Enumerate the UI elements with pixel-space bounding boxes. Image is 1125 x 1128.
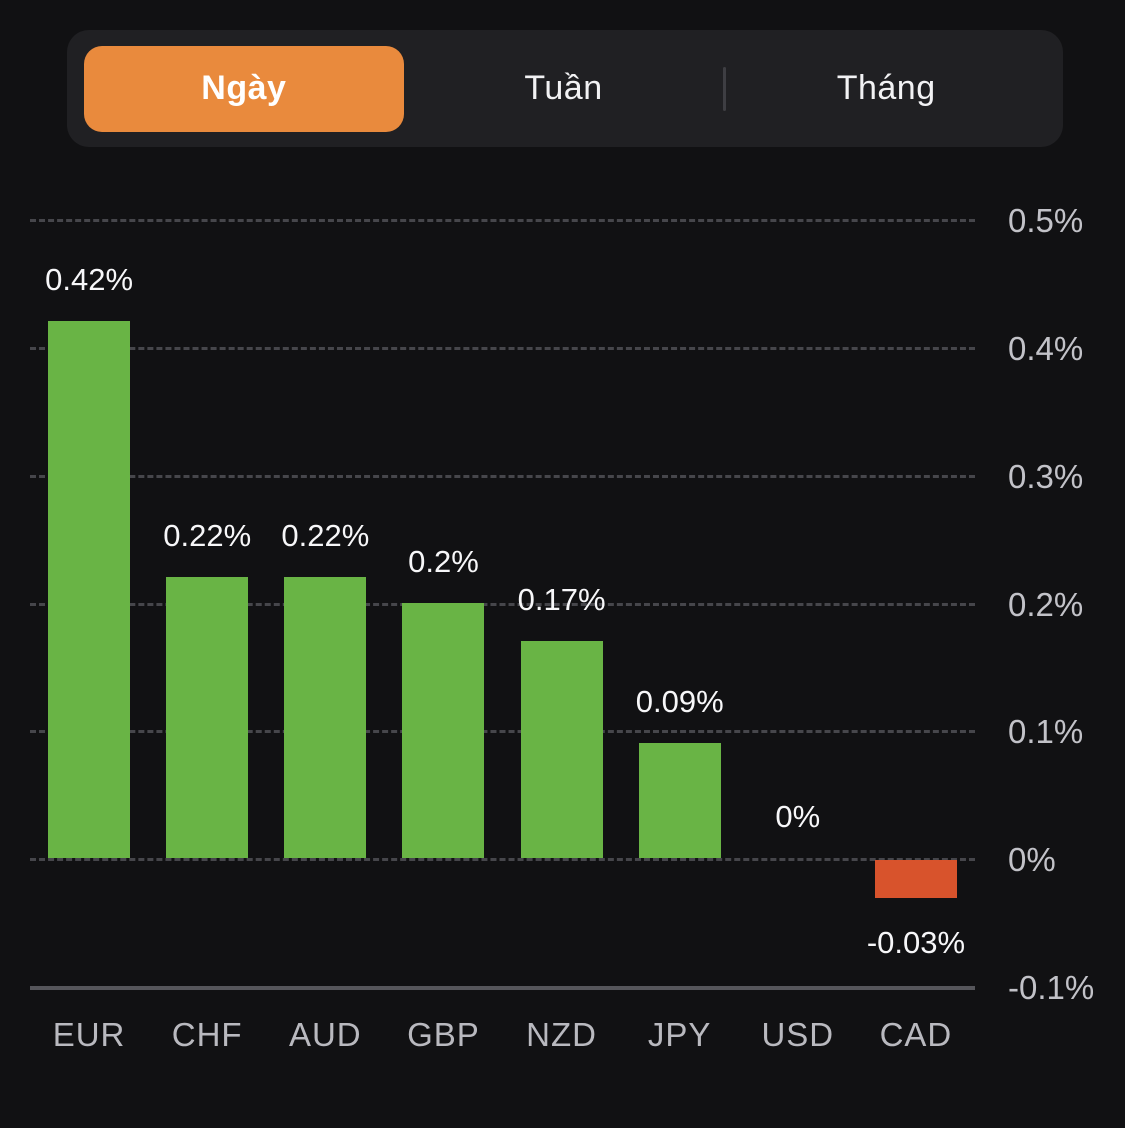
- tab-month[interactable]: Tháng: [726, 46, 1046, 132]
- bar-value-label: 0.17%: [517, 581, 606, 617]
- tab-month-label: Tháng: [836, 69, 936, 107]
- y-axis-label: -0.1%: [1008, 968, 1095, 1006]
- y-axis-label: 0.4%: [1008, 330, 1084, 367]
- gridline: [30, 730, 975, 734]
- bar-value-label: 0.09%: [635, 684, 724, 720]
- x-axis-label: CHF: [171, 1016, 243, 1053]
- x-axis-label: EUR: [52, 1016, 126, 1053]
- tab-week-label: Tuần: [524, 69, 603, 107]
- tab-week[interactable]: Tuần: [404, 46, 724, 132]
- period-segmented-control: Ngày Tuần Tháng: [67, 30, 1063, 147]
- gridline: [30, 858, 975, 861]
- bar-value-label: 0.2%: [408, 543, 479, 579]
- y-axis-label: 0.5%: [1008, 202, 1084, 240]
- bar-value-label: 0.22%: [163, 517, 252, 553]
- bar: [284, 576, 367, 858]
- bar: [874, 860, 957, 899]
- bar-value-label: -0.03%: [866, 925, 966, 961]
- bar-value-label: 0.22%: [281, 517, 370, 553]
- gridline: [30, 347, 975, 350]
- y-axis-label: 0.1%: [1008, 713, 1084, 751]
- x-axis-label: NZD: [526, 1016, 597, 1053]
- x-axis-label: USD: [761, 1016, 835, 1053]
- bar: [402, 602, 485, 858]
- y-axis-label: 0.2%: [1008, 585, 1084, 623]
- bar: [48, 321, 131, 858]
- gridline: [30, 602, 975, 606]
- bar: [638, 743, 721, 858]
- tab-day[interactable]: Ngày: [84, 45, 404, 132]
- tab-day-label: Ngày: [201, 69, 287, 107]
- bar-value-label: 0%: [775, 799, 821, 834]
- x-axis-label: GBP: [407, 1016, 480, 1053]
- y-axis-label: 0.3%: [1008, 457, 1084, 495]
- y-axis-label: 0%: [1008, 841, 1056, 878]
- bar-value-label: 0.42%: [45, 262, 134, 298]
- bar: [520, 640, 603, 858]
- gridline: [30, 985, 975, 990]
- bar: [166, 576, 249, 858]
- x-axis-label: JPY: [647, 1016, 712, 1053]
- gridline: [30, 219, 975, 223]
- segment-divider: [723, 66, 727, 111]
- x-axis-label: AUD: [288, 1016, 362, 1053]
- x-axis-label: CAD: [879, 1016, 953, 1053]
- gridline: [30, 474, 975, 478]
